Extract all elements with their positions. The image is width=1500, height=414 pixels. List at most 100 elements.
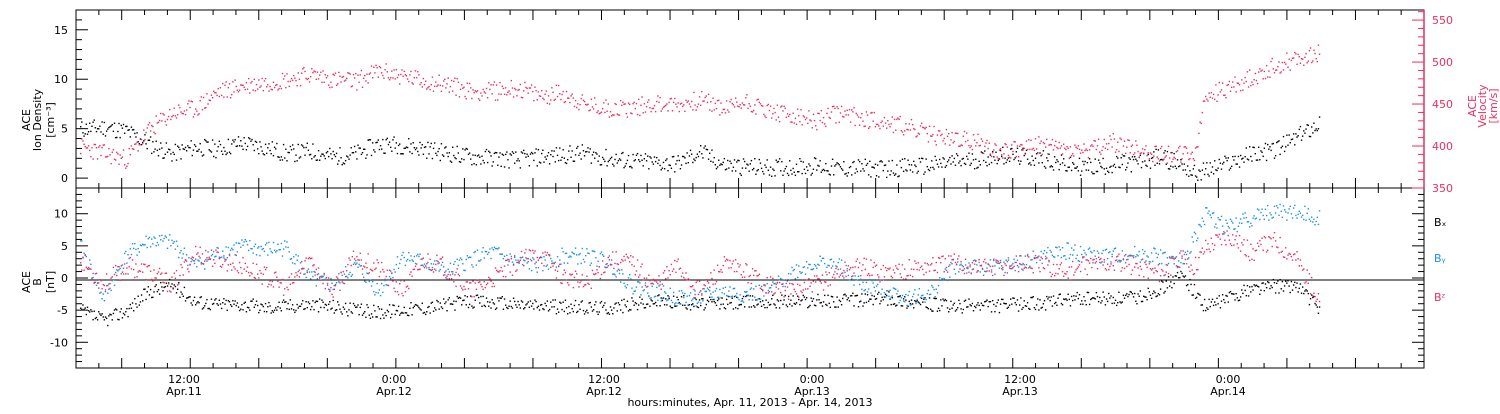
by-series-point [845, 265, 846, 266]
bx-series-point [1089, 304, 1090, 305]
velocity-series-point [1211, 92, 1212, 93]
density-series-point [268, 143, 269, 144]
velocity-series-point [1039, 143, 1040, 144]
by-series-point [791, 267, 792, 268]
bz-series-point [85, 255, 86, 256]
bx-series-point [774, 304, 775, 305]
velocity-series-point [231, 94, 232, 95]
velocity-series-point [798, 115, 799, 116]
bx-series-point [85, 307, 86, 308]
density-series-point [1053, 169, 1054, 170]
bx-series-point [737, 308, 738, 309]
by-series-point [794, 269, 795, 270]
velocity-series-point [1311, 62, 1312, 63]
by-series-point [353, 264, 354, 265]
by-series-point [843, 277, 844, 278]
bx-series-point [597, 314, 598, 315]
density-series-point [709, 153, 710, 154]
by-series-point [1109, 251, 1110, 252]
bx-series-point [92, 319, 93, 320]
density-series-point [679, 160, 680, 161]
by-series-point [815, 265, 816, 266]
by-series-point [1090, 251, 1091, 252]
velocity-series-point [1247, 71, 1248, 72]
velocity-series-point [485, 92, 486, 93]
bx-series-point [619, 304, 620, 305]
by-series-point [441, 264, 442, 265]
bz-series-point [278, 286, 279, 287]
bx-series-point [994, 311, 995, 312]
bx-series-point [399, 314, 400, 315]
by-series-point [161, 235, 162, 236]
by-series-point [1263, 215, 1264, 216]
bx-series-point [1019, 304, 1020, 305]
bx-series-point [334, 312, 335, 313]
bx-series-point [1249, 286, 1250, 287]
bx-series-point [230, 304, 231, 305]
density-series-point [1185, 169, 1186, 170]
velocity-series-point [541, 90, 542, 91]
bx-series-point [632, 300, 633, 301]
density-series-point [1251, 160, 1252, 161]
by-series-point [1107, 258, 1108, 259]
velocity-series-point [646, 106, 647, 107]
velocity-series-point [902, 131, 903, 132]
velocity-series-point [203, 97, 204, 98]
bx-series-point [159, 293, 160, 294]
velocity-series-point [323, 82, 324, 83]
density-series-point [1029, 162, 1030, 163]
density-series-point [322, 154, 323, 155]
velocity-series-point [224, 85, 225, 86]
density-series-point [1042, 162, 1043, 163]
by-series-point [779, 279, 780, 280]
bz-series-point [108, 289, 109, 290]
velocity-series-point [622, 102, 623, 103]
by-series-point [676, 305, 677, 306]
velocity-series-point [591, 99, 592, 100]
bx-series-point [938, 308, 939, 309]
bx-series-point [97, 319, 98, 320]
bx-series-point [1149, 291, 1150, 292]
velocity-series-point [143, 129, 144, 130]
density-series-point [469, 152, 470, 153]
by-series-point [462, 263, 463, 264]
bx-series-point [1291, 281, 1292, 282]
by-series-point [913, 293, 914, 294]
bz-series-point [227, 270, 228, 271]
bx-series-point [1233, 293, 1234, 294]
velocity-series-point [216, 95, 217, 96]
bx-series-point [242, 309, 243, 310]
density-series-point [498, 156, 499, 157]
by-series-point [222, 250, 223, 251]
density-series-point [689, 155, 690, 156]
density-series-point [769, 174, 770, 175]
density-series-point [1137, 163, 1138, 164]
velocity-series-point [981, 138, 982, 139]
bx-series-point [544, 303, 545, 304]
velocity-series-point [1276, 69, 1277, 70]
velocity-series-point [276, 84, 277, 85]
velocity-series-point [1284, 62, 1285, 63]
density-series-point [323, 155, 324, 156]
bx-series-point [319, 298, 320, 299]
density-series-point [1150, 168, 1151, 169]
velocity-series-point [1080, 152, 1081, 153]
velocity-series-point [675, 103, 676, 104]
density-series-point [701, 153, 702, 154]
bx-series-point [906, 307, 907, 308]
density-series-point [835, 164, 836, 165]
by-series-point [999, 268, 1000, 269]
bx-series-point [380, 318, 381, 319]
density-series-point [874, 167, 875, 168]
by-series-point [991, 269, 992, 270]
velocity-series-point [595, 104, 596, 105]
bz-series-point [161, 273, 162, 274]
velocity-series-point [998, 158, 999, 159]
bx-series-point [762, 300, 763, 301]
velocity-series-point [325, 74, 326, 75]
bz-series-point [119, 280, 120, 281]
density-series-point [923, 173, 924, 174]
bx-series-point [1266, 287, 1267, 288]
density-series-point [998, 160, 999, 161]
density-series-point [683, 156, 684, 157]
